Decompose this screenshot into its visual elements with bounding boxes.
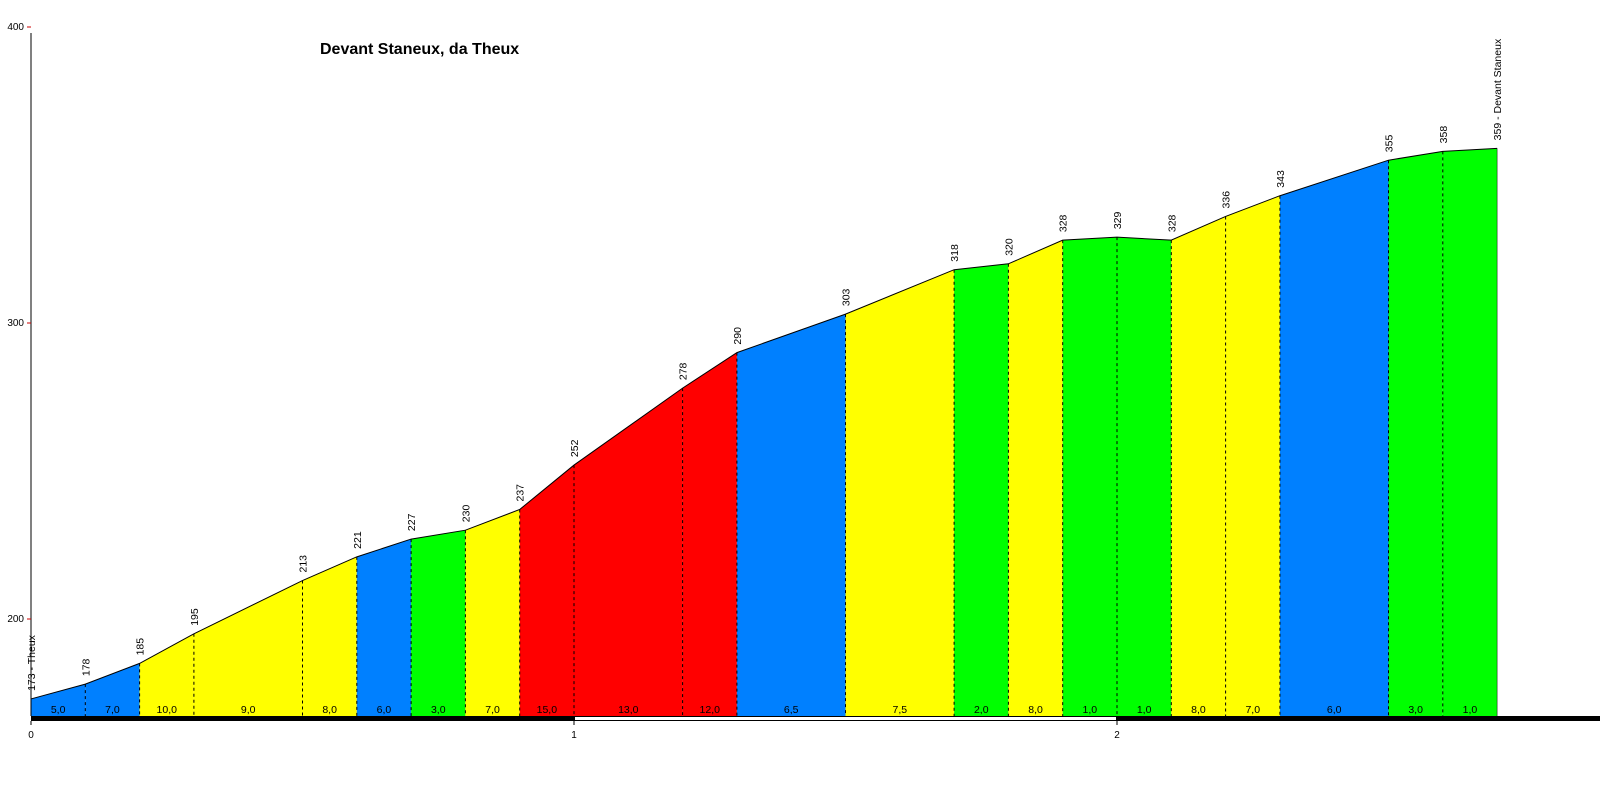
segment-area — [736, 314, 846, 716]
x-tick-label: 2 — [1114, 730, 1120, 741]
segment-area — [682, 352, 737, 716]
axes: 200 300 400 0 1 2 — [7, 22, 1600, 741]
elevation-label: 252 — [569, 439, 581, 457]
grade-label: 1,0 — [1083, 704, 1098, 716]
elevation-label: 336 — [1221, 191, 1233, 209]
grade-label: 10,0 — [157, 704, 178, 716]
y-tick-label: 300 — [7, 318, 24, 329]
segment-area — [1008, 240, 1063, 716]
elevation-label: 329 — [1112, 211, 1124, 229]
elevation-label: 355 — [1384, 135, 1396, 153]
elevation-label: 185 — [135, 638, 147, 656]
grade-label: 2,0 — [974, 704, 989, 716]
elevation-label: 213 — [298, 555, 310, 573]
segment-area — [85, 663, 140, 716]
gradient-segments — [31, 148, 1498, 717]
segment-area — [356, 539, 412, 716]
elevation-label: 320 — [1003, 238, 1015, 256]
elevation-label: 328 — [1058, 214, 1070, 232]
elevation-labels: 173 - Theux 178 185 195 213 221 227 230 237 252 27… — [26, 38, 1504, 691]
grade-label: 6,0 — [377, 704, 392, 716]
segment-area — [519, 465, 574, 716]
segment-area — [1388, 151, 1443, 716]
segment-area — [465, 509, 520, 716]
elevation-label: 221 — [352, 531, 364, 549]
segment-area — [193, 580, 303, 716]
elevation-label: 359 - Devant Staneux — [1492, 38, 1504, 140]
grade-label: 1,0 — [1463, 704, 1478, 716]
grade-label: 9,0 — [241, 704, 256, 716]
grade-label: 7,0 — [485, 704, 500, 716]
grade-label: 5,0 — [51, 704, 66, 716]
segment-dividers — [84, 148, 1498, 716]
grade-label: 7,0 — [105, 704, 120, 716]
elevation-label: 195 — [189, 608, 201, 626]
segment-area — [1062, 237, 1117, 716]
grade-label: 8,0 — [322, 704, 337, 716]
segment-area — [411, 530, 466, 716]
grade-label: 1,0 — [1137, 704, 1152, 716]
elevation-label: 278 — [678, 362, 690, 380]
y-tick-label: 200 — [7, 614, 24, 625]
elevation-label: 178 — [80, 658, 92, 676]
elevation-label: 318 — [949, 244, 961, 262]
grade-label: 15,0 — [537, 704, 558, 716]
elevation-label: 173 - Theux — [26, 634, 38, 691]
y-tick-label: 400 — [7, 22, 24, 33]
x-tick-label: 0 — [28, 730, 34, 741]
segment-area — [1279, 160, 1389, 716]
elevation-label: 343 — [1275, 170, 1287, 188]
segment-area — [139, 633, 194, 716]
elevation-label: 290 — [732, 327, 744, 345]
segment-area — [1442, 148, 1498, 717]
grade-label: 7,0 — [1245, 704, 1260, 716]
grade-label: 3,0 — [1408, 704, 1423, 716]
grade-label: 12,0 — [700, 704, 721, 716]
grade-label: 3,0 — [431, 704, 446, 716]
grade-label: 7,5 — [892, 704, 907, 716]
elevation-label: 303 — [841, 288, 853, 306]
grade-labels: 5,0 7,0 10,0 9,0 8,0 6,0 3,0 7,0 15,0 13,0 12,0 6,5… — [51, 704, 1478, 716]
elevation-label: 328 — [1166, 214, 1178, 232]
grade-label: 6,5 — [784, 704, 799, 716]
grade-label: 13,0 — [618, 704, 639, 716]
segment-area — [1171, 216, 1226, 716]
x-tick-label: 1 — [571, 730, 577, 741]
profile-line — [30, 147, 1498, 700]
grade-label: 8,0 — [1191, 704, 1206, 716]
elevation-label: 237 — [515, 484, 527, 502]
segment-area — [31, 684, 86, 716]
profile-outline — [30, 147, 1498, 700]
distance-bar-km-block — [575, 717, 1116, 720]
segment-area — [302, 556, 357, 716]
elevation-label: 230 — [460, 505, 472, 523]
chart-title: Devant Staneux, da Theux — [320, 41, 519, 58]
grade-label: 6,0 — [1327, 704, 1342, 716]
grade-label: 8,0 — [1028, 704, 1043, 716]
segment-area — [1117, 237, 1172, 716]
segment-area — [574, 388, 683, 716]
elevation-label: 358 — [1438, 126, 1450, 144]
segment-area — [954, 263, 1009, 716]
elevation-label: 227 — [406, 513, 418, 531]
segment-area — [1225, 195, 1280, 717]
segment-area — [845, 269, 955, 716]
